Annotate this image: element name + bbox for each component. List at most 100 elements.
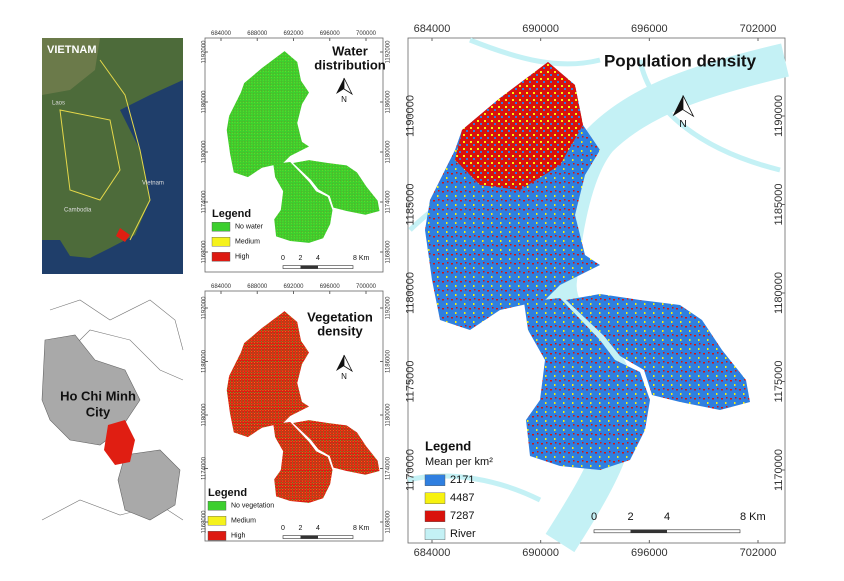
north-arrow bbox=[336, 78, 344, 94]
y-tick-label: 1168000 bbox=[201, 510, 207, 534]
legend-label: 4487 bbox=[450, 492, 474, 504]
population-map-shape bbox=[455, 62, 583, 190]
x-tick-label: 684000 bbox=[211, 284, 232, 290]
legend-title: Legend bbox=[208, 487, 247, 499]
x-tick-label: 692000 bbox=[283, 284, 304, 290]
x-tick-label: 696000 bbox=[631, 23, 668, 35]
legend-swatch bbox=[207, 531, 227, 541]
country-label: VIETNAM bbox=[47, 44, 97, 56]
x-tick-label: 688000 bbox=[247, 284, 268, 290]
scale-label: 0 bbox=[281, 525, 285, 532]
panel-title: density bbox=[317, 323, 363, 338]
x-tick-label: 700000 bbox=[356, 284, 377, 290]
y-tick-label: 1170000 bbox=[773, 449, 785, 491]
scale-label: 8 Km bbox=[353, 255, 370, 262]
panel-title: Water bbox=[332, 43, 368, 58]
legend-swatch bbox=[424, 474, 446, 486]
vegetation-map-shape bbox=[226, 311, 380, 503]
north-arrow bbox=[682, 95, 695, 118]
locator-map: VIETNAM Laos Cambodia Vietnam bbox=[42, 38, 183, 274]
scale-bar bbox=[300, 535, 318, 539]
legend-label: High bbox=[231, 533, 246, 540]
y-tick-label: 1192000 bbox=[201, 40, 207, 64]
y-tick-label: 1190000 bbox=[773, 95, 785, 137]
north-label: N bbox=[679, 119, 687, 130]
legend-label: Medium bbox=[231, 518, 256, 525]
y-tick-label: 1192000 bbox=[385, 40, 391, 64]
y-tick-label: 1168000 bbox=[201, 240, 207, 264]
x-tick-label: 688000 bbox=[247, 31, 268, 37]
place-label: Cambodia bbox=[64, 208, 92, 214]
y-tick-label: 1185000 bbox=[773, 183, 785, 225]
y-tick-label: 1180000 bbox=[773, 272, 785, 314]
y-tick-label: 1180000 bbox=[201, 140, 207, 164]
legend-swatch bbox=[424, 492, 446, 504]
city-map: Ho Chi Minh City bbox=[41, 295, 184, 541]
legend-swatch bbox=[207, 501, 227, 511]
x-tick-label: 696000 bbox=[631, 547, 668, 559]
legend-swatch bbox=[424, 510, 446, 522]
y-tick-label: 1192000 bbox=[385, 296, 391, 320]
panel-title: Population density bbox=[604, 51, 757, 70]
legend-label: High bbox=[235, 254, 250, 261]
scale-label: 4 bbox=[316, 255, 320, 262]
legend-label: 7287 bbox=[450, 510, 474, 522]
y-tick-label: 1192000 bbox=[201, 296, 207, 320]
place-label: Vietnam bbox=[142, 181, 164, 187]
x-tick-label: 696000 bbox=[320, 31, 341, 37]
city-label: City bbox=[86, 404, 111, 419]
water-panel bbox=[204, 37, 384, 273]
x-tick-label: 692000 bbox=[283, 31, 304, 37]
x-tick-label: 684000 bbox=[211, 31, 232, 37]
legend-title: Legend bbox=[212, 208, 251, 220]
legend-swatch bbox=[211, 222, 231, 232]
y-tick-label: 1168000 bbox=[385, 240, 391, 264]
y-tick-label: 1174000 bbox=[385, 190, 391, 214]
legend-swatch bbox=[207, 516, 227, 526]
panel-frame bbox=[407, 37, 786, 544]
north-arrow bbox=[343, 354, 353, 373]
legend-label: Medium bbox=[235, 239, 260, 246]
scale-label: 0 bbox=[591, 511, 597, 523]
city-label: Ho Chi Minh bbox=[60, 388, 136, 403]
y-tick-label: 1186000 bbox=[201, 90, 207, 114]
y-tick-label: 1180000 bbox=[385, 403, 391, 427]
scale-bar bbox=[300, 265, 318, 269]
scale-label: 0 bbox=[281, 255, 285, 262]
legend-subtitle: Mean per km² bbox=[425, 456, 493, 468]
panel-title: Vegetation bbox=[307, 309, 373, 324]
north-arrow bbox=[343, 77, 353, 96]
legend-swatch bbox=[424, 528, 446, 540]
legend-title: Legend bbox=[425, 438, 471, 453]
north-label: N bbox=[341, 372, 347, 381]
y-tick-label: 1186000 bbox=[385, 90, 391, 114]
x-tick-label: 702000 bbox=[740, 547, 777, 559]
scale-label: 4 bbox=[664, 511, 670, 523]
scale-label: 8 Km bbox=[353, 525, 370, 532]
scale-label: 2 bbox=[299, 525, 303, 532]
x-tick-label: 690000 bbox=[522, 23, 559, 35]
legend-label: No water bbox=[235, 224, 264, 231]
scale-label: 4 bbox=[316, 525, 320, 532]
scale-label: 8 Km bbox=[740, 511, 766, 523]
y-tick-label: 1174000 bbox=[201, 456, 207, 480]
y-tick-label: 1168000 bbox=[385, 510, 391, 534]
legend-swatch bbox=[211, 237, 231, 247]
north-arrow bbox=[672, 95, 683, 117]
legend-label: 2171 bbox=[450, 474, 474, 486]
scale-label: 2 bbox=[627, 511, 633, 523]
y-tick-label: 1174000 bbox=[201, 190, 207, 214]
y-tick-label: 1186000 bbox=[385, 349, 391, 373]
place-label: Laos bbox=[52, 101, 65, 107]
x-tick-label: 700000 bbox=[356, 31, 377, 37]
scale-label: 2 bbox=[299, 255, 303, 262]
legend-label: River bbox=[450, 528, 476, 540]
north-label: N bbox=[341, 95, 347, 104]
y-tick-label: 1174000 bbox=[385, 456, 391, 480]
north-arrow bbox=[336, 355, 344, 371]
x-tick-label: 684000 bbox=[414, 23, 451, 35]
legend-label: No vegetation bbox=[231, 503, 274, 510]
x-tick-label: 702000 bbox=[740, 23, 777, 35]
